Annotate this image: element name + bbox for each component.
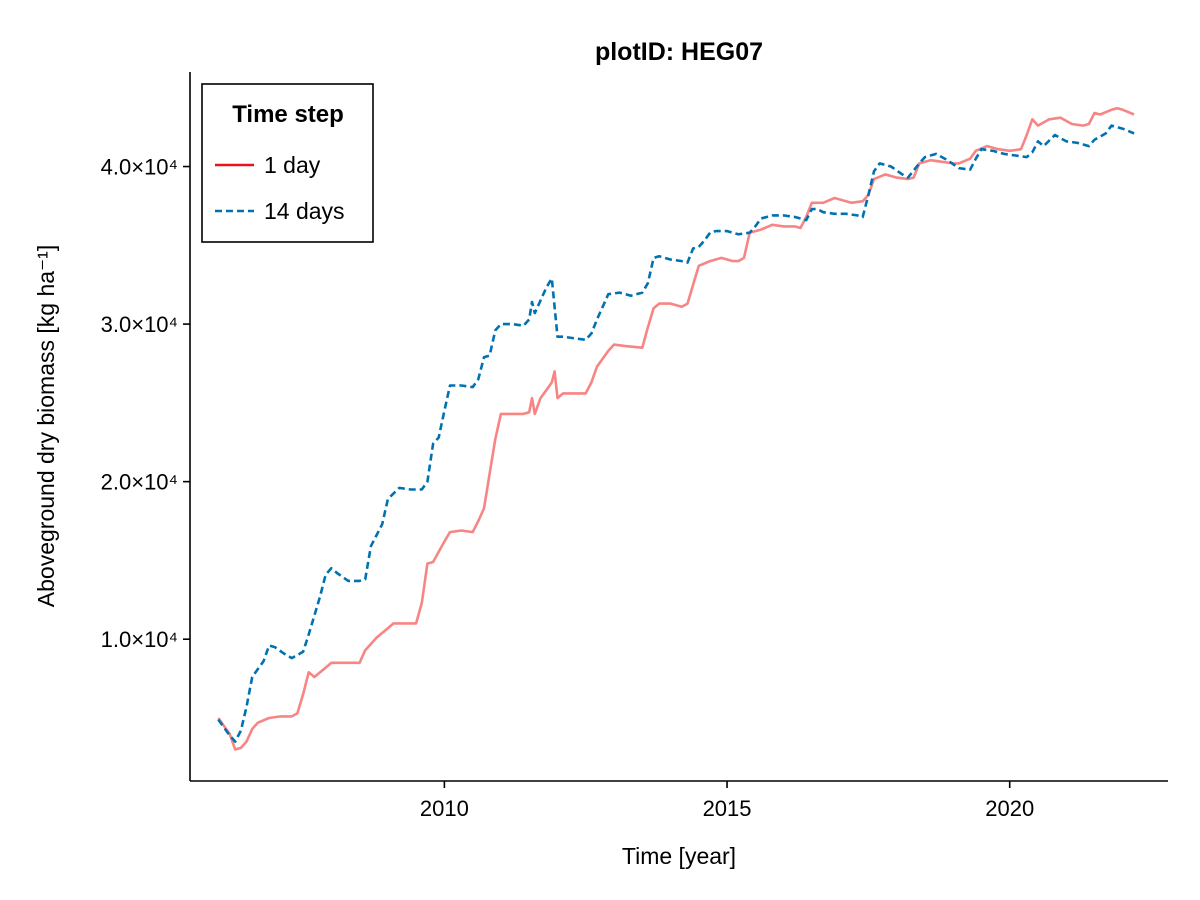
legend: Time step 1 day 14 days	[201, 83, 374, 243]
series-line-1-day	[217, 106, 1135, 751]
legend-title: Time step	[232, 101, 344, 128]
y-tick-label: 1.0×10⁴	[101, 627, 178, 652]
y-axis-label: Aboveground dry biomass [kg ha⁻¹]	[33, 245, 59, 607]
legend-box	[201, 83, 374, 243]
series-line-14-days	[217, 124, 1135, 743]
x-tick-label: 2020	[985, 796, 1034, 821]
series-layer	[217, 106, 1135, 751]
x-ticks: 2010 2015 2020	[420, 781, 1034, 821]
y-tick-label: 4.0×10⁴	[101, 155, 178, 180]
y-ticks: 1.0×10⁴ 2.0×10⁴ 3.0×10⁴ 4.0×10⁴	[101, 155, 190, 652]
y-tick-label: 2.0×10⁴	[101, 470, 178, 495]
legend-label-1-day: 1 day	[264, 152, 321, 178]
x-tick-label: 2010	[420, 796, 469, 821]
chart-title: plotID: HEG07	[595, 38, 763, 66]
legend-label-14-days: 14 days	[264, 198, 345, 224]
x-tick-label: 2015	[703, 796, 752, 821]
plot-area: 2010 2015 2020 1.0×10⁴ 2.0×10⁴ 3.0×10⁴ 4.0×10…	[101, 72, 1168, 821]
x-axis-label: Time [year]	[622, 843, 736, 869]
y-tick-label: 3.0×10⁴	[101, 312, 178, 337]
